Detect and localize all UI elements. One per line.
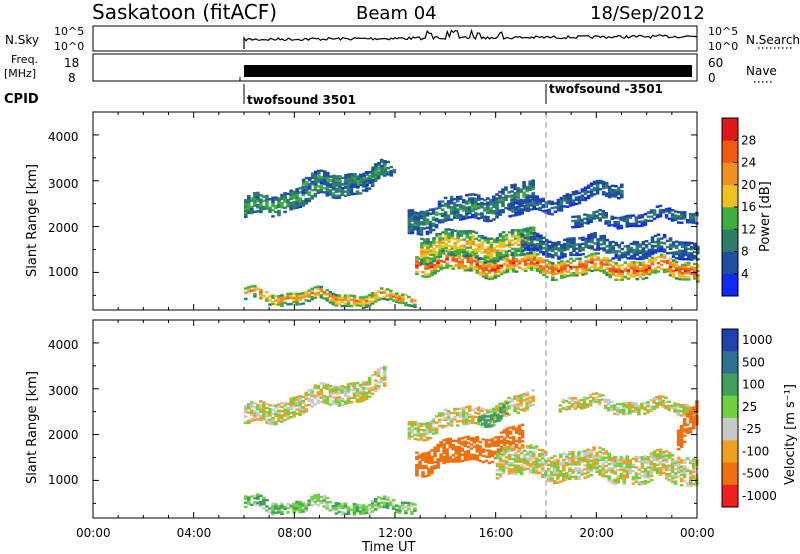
freq-label-2: [MHz] xyxy=(4,67,36,80)
noise-right-label: N.Search xyxy=(746,33,800,47)
noise-trace xyxy=(243,28,698,49)
x-tick-label: 08:00 xyxy=(277,526,312,540)
power-cbar-tick: 8 xyxy=(741,245,749,259)
velocity-cbar-tick: 500 xyxy=(742,355,765,369)
velocity-cbar-tick: 100 xyxy=(742,378,765,392)
velocity-cbar-tick: -25 xyxy=(742,422,762,436)
power-ytick-4000: 4000 xyxy=(48,130,79,144)
nave-label: Nave xyxy=(746,64,777,78)
freq-tick-top: 18 xyxy=(64,56,79,70)
velocity-data-cells xyxy=(244,365,699,516)
noise-left-tick-top: 10^5 xyxy=(54,25,84,38)
velocity-colorbar: 1000 500 100 25 -25 -100 -500 -1000 xyxy=(721,328,777,508)
freq-label-1: Freq. xyxy=(11,53,38,66)
power-ytick-3000: 3000 xyxy=(48,177,79,191)
power-y-title: Slant Range [km] xyxy=(25,164,40,277)
power-ytick-2000: 2000 xyxy=(48,221,79,235)
noise-left-label: N.Sky xyxy=(5,33,39,47)
vel-y-title: Slant Range [km] xyxy=(25,371,40,484)
power-ytick-1000: 1000 xyxy=(48,265,79,279)
velocity-cbar-tick: 1000 xyxy=(742,333,773,347)
power-cbar-tick: 28 xyxy=(741,133,756,147)
velocity-panel: 1000 2000 3000 4000 Slant Range [km] 100… xyxy=(25,319,798,519)
x-axis: 00:00 04:00 08:00 12:00 16:00 20:00 00:00 xyxy=(76,526,715,540)
x-tick-label: 20:00 xyxy=(579,526,614,540)
power-cbar-tick: 24 xyxy=(741,156,756,170)
nave-tick-bottom: 0 xyxy=(708,71,716,85)
station-title: Saskatoon (fitACF) xyxy=(92,0,277,24)
x-tick-label: 00:00 xyxy=(680,526,715,540)
power-panel: 1000 2000 3000 4000 Slant Range [km] 4 8 1… xyxy=(25,111,773,311)
noise-panel: N.Sky 10^5 10^0 10^5 10^0 N.Search xyxy=(5,25,800,53)
noise-right-tick-top: 10^5 xyxy=(708,25,738,38)
velocity-cbar-tick: 25 xyxy=(742,400,757,414)
cpid-mode-1: twofsound 3501 xyxy=(247,93,356,107)
power-cbar-tick: 12 xyxy=(741,222,756,236)
power-data-cells xyxy=(244,158,700,309)
velocity-cbar-tick: -100 xyxy=(742,444,769,458)
x-tick-label: 12:00 xyxy=(378,526,413,540)
cpid-panel: CPID twofsound 3501 twofsound -3501 xyxy=(4,82,663,107)
cpid-mode-2: twofsound -3501 xyxy=(549,82,663,96)
date-title: 18/Sep/2012 xyxy=(590,3,705,24)
x-tick-label: 04:00 xyxy=(177,526,212,540)
x-axis-title: Time UT xyxy=(361,540,415,554)
vel-ytick-2000: 2000 xyxy=(48,428,79,442)
freq-tick-bottom: 8 xyxy=(68,71,76,85)
power-cbar-title: Power [dB] xyxy=(758,181,773,252)
vel-cbar-title: Velocity [m s⁻¹] xyxy=(783,384,798,485)
cpid-label: CPID xyxy=(4,92,39,107)
velocity-cbar-tick: -1000 xyxy=(742,489,777,503)
power-colorbar: 4 8 12 16 20 24 28 xyxy=(721,117,756,297)
beam-title: Beam 04 xyxy=(356,3,437,24)
nave-bar xyxy=(244,65,692,77)
frequency-panel: Freq. [MHz] 18 8 60 0 Nave xyxy=(4,53,777,85)
power-cbar-tick: 4 xyxy=(741,267,749,281)
vel-ytick-1000: 1000 xyxy=(48,473,79,487)
x-tick-label: 16:00 xyxy=(479,526,514,540)
power-cbar-tick: 20 xyxy=(741,178,756,192)
velocity-cbar-tick: -500 xyxy=(742,467,769,481)
noise-left-tick-bottom: 10^0 xyxy=(54,40,84,53)
power-cbar-tick: 16 xyxy=(741,200,756,214)
vel-ytick-4000: 4000 xyxy=(48,338,79,352)
vel-ytick-3000: 3000 xyxy=(48,384,79,398)
x-tick-label: 00:00 xyxy=(76,526,111,540)
noise-right-tick-bottom: 10^0 xyxy=(708,40,738,53)
nave-tick-top: 60 xyxy=(708,56,723,70)
